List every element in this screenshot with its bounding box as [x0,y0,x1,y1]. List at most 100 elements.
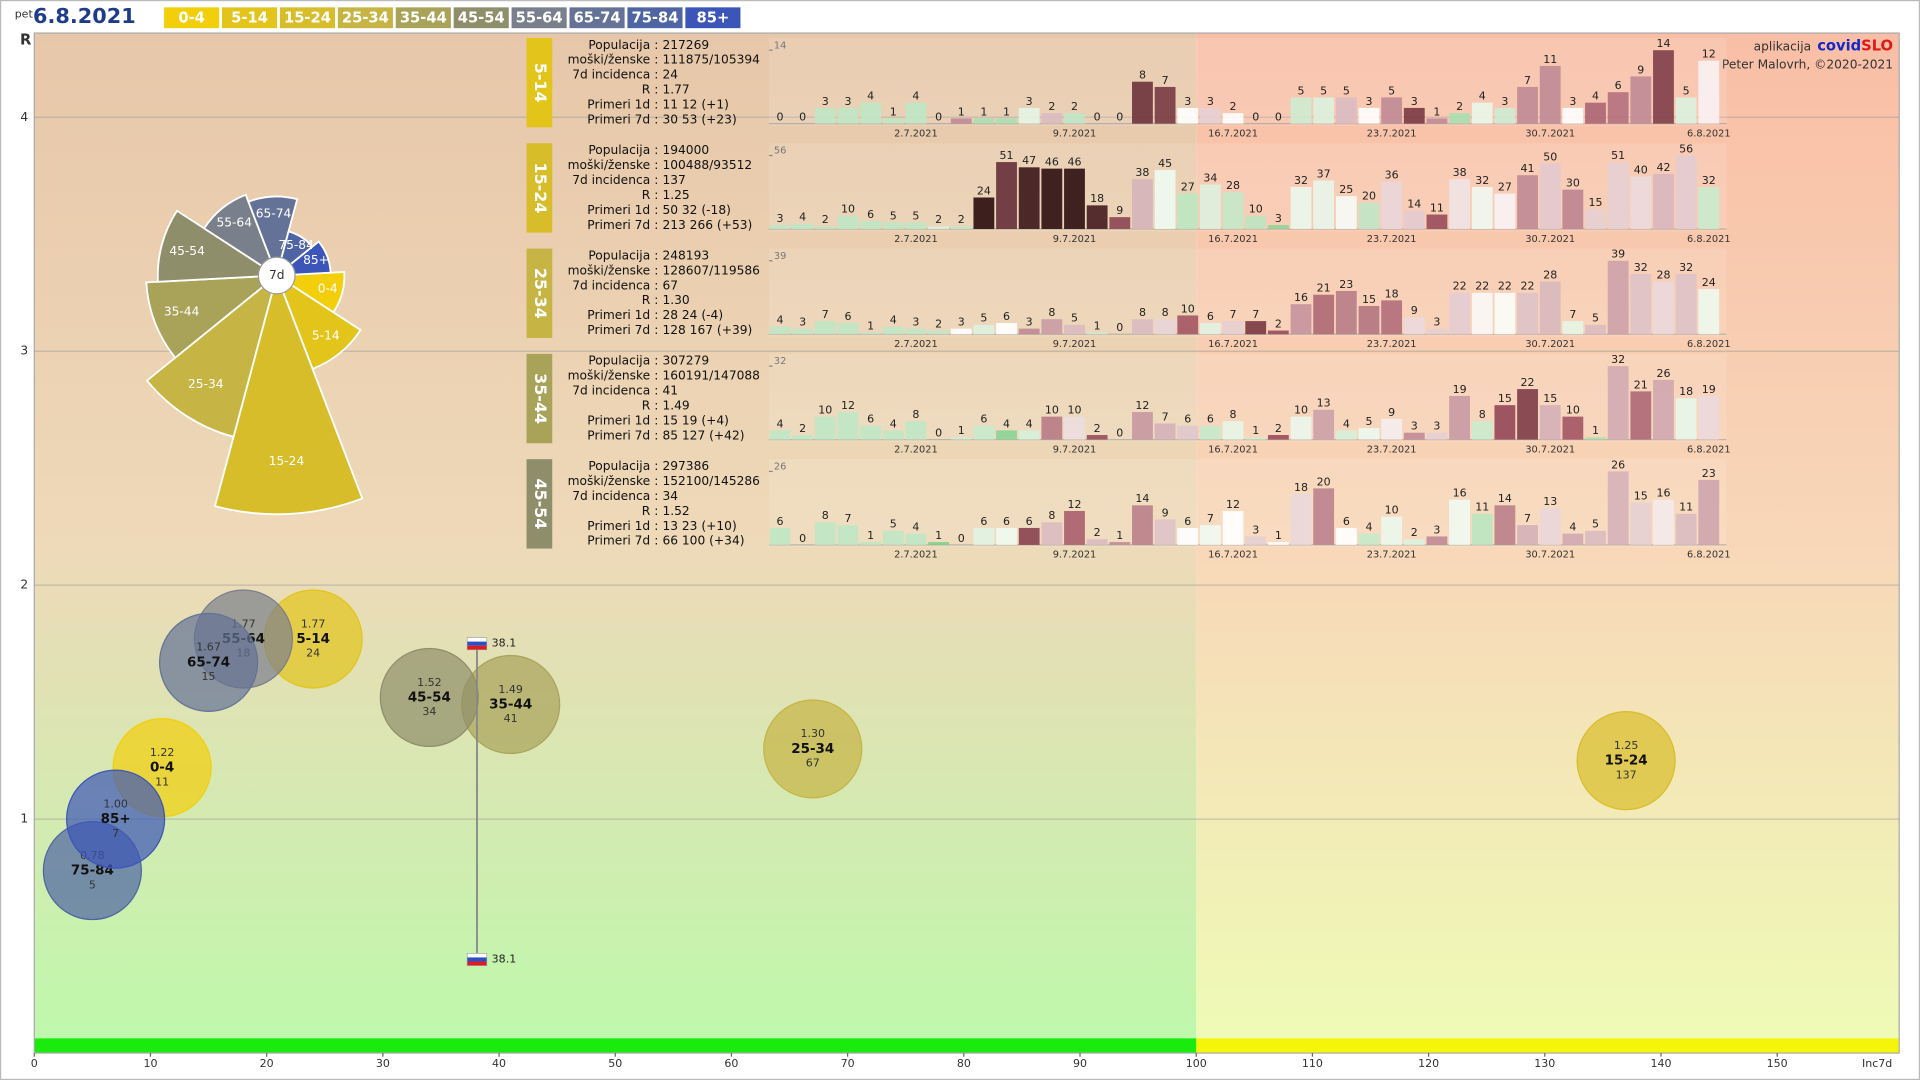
panel-bg [768,459,1727,548]
stat-separator: : [654,38,658,52]
stat-label: moški/ženske [568,158,651,172]
bar-label: 12 [841,399,855,412]
bar-label: 32 [1634,261,1648,274]
bar [1018,527,1040,545]
bar [1585,324,1606,335]
bar-label: 38 [1135,166,1149,179]
bar-label: 3 [1433,523,1440,536]
stat-separator: : [654,534,658,548]
bar-label: 15 [1498,392,1512,405]
stat-value: 128607/119586 [662,263,760,277]
stat-separator: : [654,173,658,187]
bar [769,326,791,335]
bar [1109,217,1131,229]
bar-label: 6 [867,208,874,221]
bar [996,527,1017,545]
bar [837,322,859,335]
date-label: 2.7.2021 [894,444,938,455]
credit-prefix: aplikacija [1754,39,1811,53]
bar-label: 14 [1135,492,1149,505]
bar [1607,471,1629,545]
stat-separator: : [654,474,658,488]
flag-stripe [467,637,487,642]
bar-label: 1 [1275,529,1282,542]
bar [1290,494,1312,545]
bar-label: 11 [1430,201,1444,214]
bar [1449,113,1470,124]
bubble-r-label: 1.25 [1614,739,1639,752]
bubble-r-label: 1.77 [301,617,326,630]
bar-label: 5 [1298,84,1305,97]
bar [1041,416,1063,440]
bar-label: 32 [1702,174,1716,187]
bar-label: 6 [1184,515,1191,528]
bar [1313,180,1335,229]
stat-value: 217269 [662,38,709,52]
panel-title: 45-54 [531,478,550,529]
bar [928,330,949,335]
bar-label: 6 [1003,515,1010,528]
bar [882,118,904,124]
stat-separator: : [654,143,658,157]
legend-label: 25-34 [342,9,389,26]
panel-y-tick-label: 32 [774,356,786,367]
x-tick-label: 80 [957,1057,971,1070]
stat-separator: : [654,113,658,127]
bar-label: 7 [822,308,829,321]
bar [1086,539,1108,545]
bar-label: 38 [1453,166,1467,179]
bar [1086,435,1108,440]
bar [905,328,927,335]
bar-label: 27 [1498,180,1512,193]
bar-label: 3 [776,212,783,225]
bar-label: 32 [1611,353,1625,366]
x-tick-label: 50 [608,1057,622,1070]
bar-label: 16 [1656,487,1670,500]
bar [1290,416,1312,440]
stat-value: 66 100 (+34) [662,534,744,548]
bubble-r-label: 1.30 [801,727,826,740]
y-axis-label: R [20,31,32,48]
legend-swatch [395,7,451,29]
bar [1653,499,1674,545]
bar-label: 3 [1026,316,1033,329]
bar [1494,505,1516,545]
stat-value: 11 12 (+1) [662,98,729,112]
legend-swatch [279,7,336,29]
bar [1562,533,1584,545]
bar-label: 40 [1634,163,1648,176]
bar-label: 5 [1365,415,1372,428]
date-label: 6.8.2021 [1687,339,1731,350]
bar [1177,193,1199,229]
bar [1562,189,1584,229]
stat-separator: : [654,459,658,473]
bar-label: 12 [1067,498,1081,511]
bar-label: 21 [1634,378,1648,391]
rose-wedge [145,274,280,360]
bar [1585,530,1606,545]
x-tick-label: 100 [1186,1057,1207,1070]
bar [1200,425,1221,440]
legend-swatch [685,7,741,29]
panel-tag [526,143,553,233]
bar-label: 6 [1207,310,1214,323]
bubble-name: 45-54 [408,690,451,705]
bar-label: 4 [1365,520,1372,533]
stat-separator: : [654,399,658,413]
bar-label: 3 [1207,95,1214,108]
bar [1517,175,1538,229]
bar-label: 1 [1116,529,1123,542]
stat-label: moški/ženske [568,263,651,277]
bar [1018,167,1040,229]
stat-value: 34 [662,489,678,503]
x-tick-label: 110 [1302,1057,1323,1070]
bar [1630,76,1652,124]
bar [1517,292,1538,335]
stat-separator: : [654,308,658,322]
bar [1267,435,1289,440]
bar [1517,389,1538,440]
stat-value: 67 [662,278,678,292]
bar [1335,290,1357,335]
date-label: 6.8.2021 [1687,234,1731,245]
stat-value: 213 266 (+53) [662,218,752,232]
